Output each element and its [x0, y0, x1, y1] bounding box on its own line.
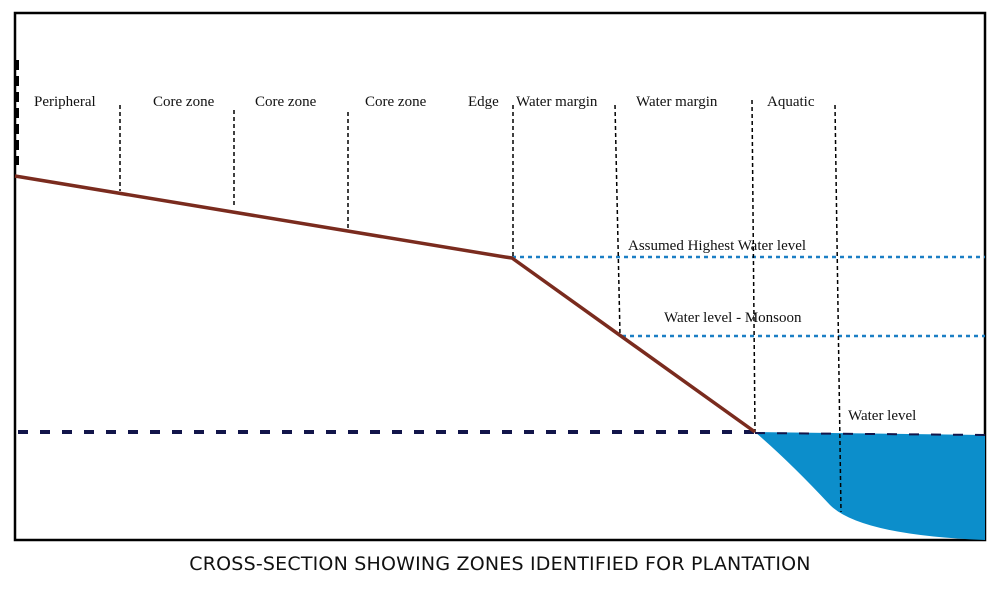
- zone-label-core-2: Core zone: [255, 94, 317, 110]
- zone-divider: [834, 104, 842, 513]
- zone-label-core-3: Core zone: [365, 94, 427, 110]
- label-water-level: Water level: [848, 408, 916, 424]
- base-water-level-line-over-water: [754, 432, 986, 436]
- zone-label-aquatic: Aquatic: [767, 94, 815, 110]
- ground-profile: [14, 174, 757, 434]
- zone-label-water-margin-2: Water margin: [636, 94, 718, 110]
- zone-label-core-1: Core zone: [153, 94, 215, 110]
- zone-divider: [751, 99, 756, 433]
- zone-divider: [614, 104, 621, 336]
- water-body: [755, 432, 985, 540]
- zone-label-peripheral: Peripheral: [34, 94, 96, 110]
- zone-dividers: [119, 99, 842, 513]
- label-highest-water-level: Assumed Highest Water level: [628, 238, 806, 254]
- zone-label-water-margin-1: Water margin: [516, 94, 598, 110]
- label-monsoon-water-level: Water level - Monsoon: [664, 310, 802, 326]
- zone-label-edge: Edge: [468, 94, 499, 110]
- diagram-caption: CROSS-SECTION SHOWING ZONES IDENTIFIED F…: [189, 553, 811, 575]
